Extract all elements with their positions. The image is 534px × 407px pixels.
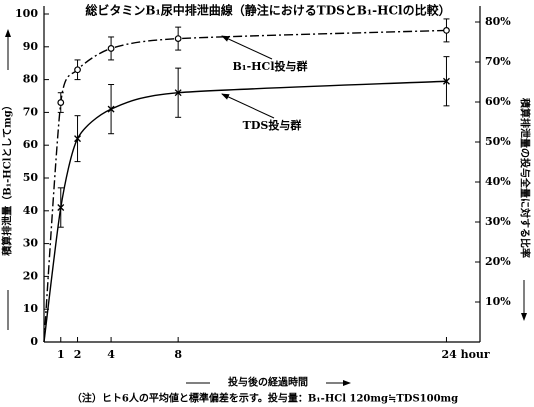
marker — [74, 66, 81, 74]
y-tick-label: 80 — [23, 73, 39, 86]
marker — [443, 27, 450, 34]
x-tick-label: 1 — [57, 348, 65, 361]
y-tick-label: 10 — [23, 302, 39, 315]
marker — [57, 204, 65, 211]
x-axis-label: 投与後の経過時間 — [228, 376, 308, 389]
y-tick-label: 90 — [23, 40, 39, 53]
annotation-arrow — [221, 35, 273, 60]
y2-tick-label: 80% — [485, 15, 511, 28]
footnote: （注）ヒト6人の平均値と標準偏差を示す。投与量：B₁-HCl 120mg≒TDS… — [72, 392, 458, 405]
y-label-group: 積算排泄量（B₁-HClとしてmg） — [1, 29, 14, 330]
y-tick-label: 50 — [23, 171, 39, 184]
marker — [74, 135, 81, 143]
y2-tick-label: 20% — [485, 255, 511, 268]
series-line — [43, 29, 447, 343]
y-tick-label: 60 — [23, 138, 39, 151]
annotation-arrow — [221, 93, 275, 119]
y-tick-label: 0 — [30, 335, 38, 348]
y2-tick-label: 50% — [485, 135, 511, 148]
y-tick-label: 20 — [23, 269, 39, 282]
marker — [107, 45, 115, 52]
series-annotation: B₁-HCl投与群 — [232, 59, 307, 73]
series-annotation: TDS投与群 — [243, 118, 302, 132]
marker — [174, 35, 182, 42]
marker — [174, 89, 182, 97]
y-tick-label: 30 — [23, 237, 39, 250]
x-tick-label: 2 — [74, 348, 82, 361]
marker — [107, 105, 115, 113]
y2-axis-label: 積算排泄量の投与全量に対する比率 — [519, 97, 532, 258]
marker — [57, 99, 65, 106]
chart-title: 総ビタミンB₁尿中排泄曲線（静注におけるTDSとB₁-HClの比較） — [85, 3, 450, 18]
y-tick-label: 40 — [23, 204, 39, 217]
y2-tick-label: 60% — [485, 95, 511, 108]
x-tick-label: 24 hour — [441, 348, 489, 361]
y-axis-label: 積算排泄量（B₁-HClとしてmg） — [1, 100, 14, 256]
y2-label-group: 積算排泄量の投与全量に対する比率 — [519, 97, 532, 321]
y2-tick-label: 30% — [485, 215, 511, 228]
y-tick-label: 70 — [23, 105, 39, 118]
y2-tick-label: 70% — [485, 55, 511, 68]
y2-tick-label: 40% — [485, 175, 511, 188]
y2-tick-label: 10% — [485, 295, 511, 308]
x-tick-label: 4 — [107, 348, 115, 361]
marker — [443, 77, 450, 85]
x-label-group: 投与後の経過時間 — [186, 376, 351, 389]
x-tick-label: 8 — [174, 348, 182, 361]
y-tick-label: 100 — [15, 7, 38, 20]
